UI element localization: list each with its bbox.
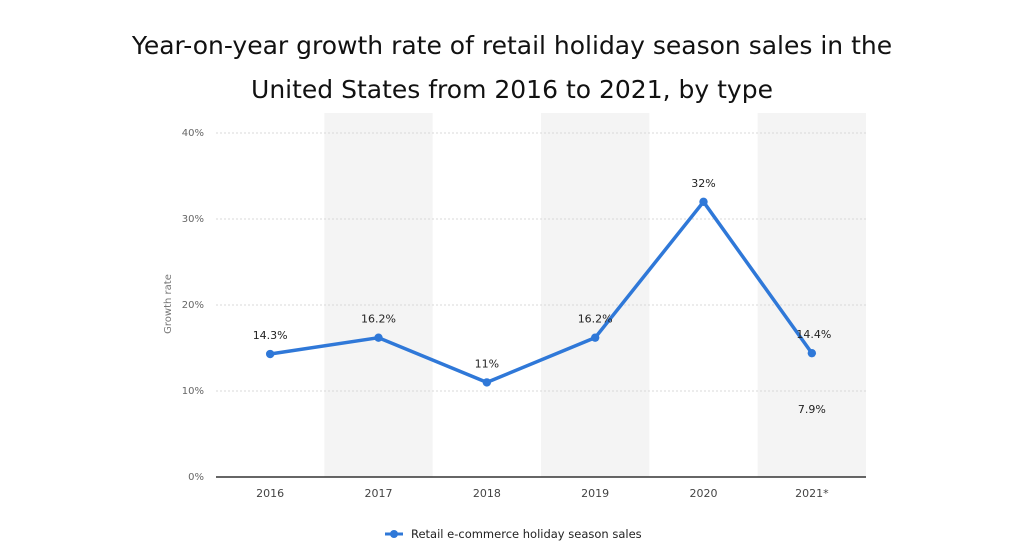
y-axis-ticks: 0% 10% 20% 30% 40%	[182, 128, 204, 483]
chart-title: Year-on-year growth rate of retail holid…	[0, 24, 1024, 112]
y-axis-label: Growth rate	[163, 274, 174, 334]
series-retail-ecommerce	[265, 197, 817, 387]
data-label-2020: 32%	[691, 177, 715, 190]
y-tick-label: 30%	[182, 214, 204, 225]
data-labels: 14.3% 16.2% 11% 16.2% 32% 14.4% 7.9%	[253, 177, 832, 416]
column-band-2019	[541, 113, 650, 477]
legend[interactable]: Retail e-commerce holiday season sales	[385, 527, 642, 541]
data-label-2018: 11%	[475, 357, 499, 370]
chart-title-line-2: United States from 2016 to 2021, by type	[251, 75, 773, 104]
x-tick-label: 2021*	[795, 487, 829, 500]
data-label-2016: 14.3%	[253, 329, 288, 342]
column-band-2021*	[757, 113, 866, 477]
column-bands	[324, 113, 866, 477]
y-tick-label: 40%	[182, 128, 204, 139]
x-tick-label: 2017	[365, 487, 393, 500]
data-label-2021*: 14.4%	[796, 328, 831, 341]
x-tick-label: 2016	[256, 487, 284, 500]
chart-title-line-1: Year-on-year growth rate of retail holid…	[131, 31, 893, 60]
column-band-2017	[324, 113, 433, 477]
y-tick-label: 0%	[188, 472, 204, 483]
data-label-2019: 16.2%	[578, 313, 613, 326]
legend-label: Retail e-commerce holiday season sales	[411, 527, 642, 541]
series-line	[268, 200, 814, 385]
y-tick-label: 20%	[182, 300, 204, 311]
x-tick-label: 2020	[690, 487, 718, 500]
annotation-label: 7.9%	[798, 403, 826, 416]
data-point-2016	[265, 349, 275, 359]
x-tick-label: 2019	[581, 487, 609, 500]
x-axis-ticks: 2016 2017 2018 2019 2020 2021*	[256, 487, 829, 500]
data-point-2020	[699, 197, 708, 206]
data-point-2018	[482, 378, 492, 387]
y-tick-label: 10%	[182, 386, 204, 397]
gridlines	[216, 132, 866, 392]
data-point-2019	[590, 333, 600, 342]
data-point-2017	[374, 333, 383, 342]
data-label-2017: 16.2%	[361, 313, 396, 326]
x-tick-label: 2018	[473, 487, 501, 500]
legend-swatch-marker	[390, 530, 398, 538]
data-point-2021*	[807, 348, 817, 358]
